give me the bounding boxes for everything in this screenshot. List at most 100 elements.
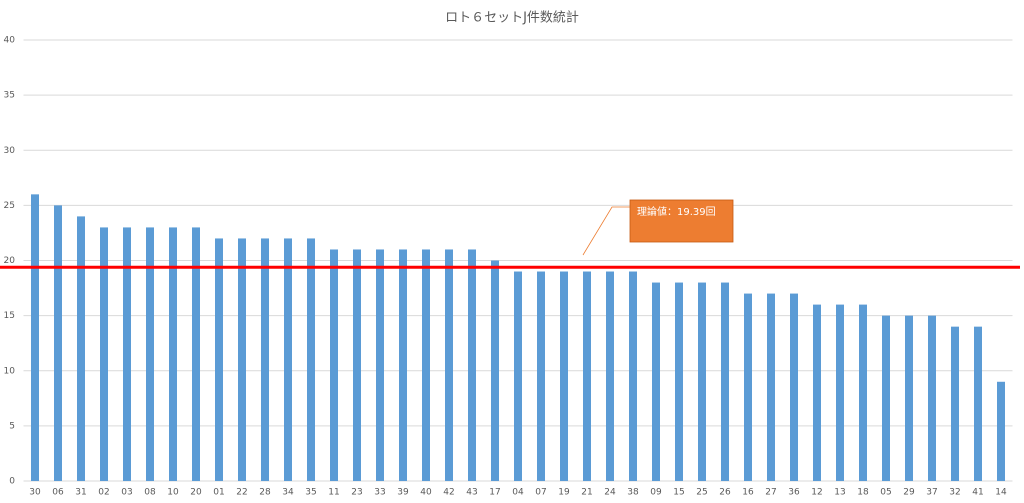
bar xyxy=(100,227,108,481)
x-tick-label: 32 xyxy=(949,488,960,498)
y-tick-label: 15 xyxy=(4,311,15,321)
x-tick-label: 25 xyxy=(696,488,707,498)
bar xyxy=(399,249,407,481)
annotation-box xyxy=(629,199,734,243)
bar xyxy=(974,326,982,481)
bar xyxy=(560,271,568,481)
x-tick-label: 29 xyxy=(903,488,915,498)
bar xyxy=(192,227,200,481)
bar xyxy=(376,249,384,481)
x-tick-label: 22 xyxy=(236,488,247,498)
bar xyxy=(813,304,821,481)
bar xyxy=(882,315,890,481)
x-tick-label: 12 xyxy=(811,488,822,498)
x-tick-label: 38 xyxy=(627,488,639,498)
x-tick-label: 16 xyxy=(742,488,754,498)
bar xyxy=(445,249,453,481)
x-tick-label: 36 xyxy=(788,488,800,498)
y-tick-label: 10 xyxy=(4,366,16,376)
x-tick-label: 10 xyxy=(167,488,179,498)
x-tick-label: 09 xyxy=(650,488,662,498)
bar xyxy=(54,205,62,481)
x-tick-label: 11 xyxy=(328,488,339,498)
bar xyxy=(790,293,798,481)
bar xyxy=(859,304,867,481)
x-tick-label: 35 xyxy=(305,488,316,498)
y-tick-label: 35 xyxy=(4,91,15,101)
x-tick-label: 33 xyxy=(374,488,385,498)
x-tick-label: 08 xyxy=(144,488,156,498)
bar xyxy=(698,282,706,481)
x-tick-label: 17 xyxy=(489,488,500,498)
bar xyxy=(422,249,430,481)
bar xyxy=(905,315,913,481)
bar xyxy=(606,271,614,481)
y-tick-label: 30 xyxy=(4,146,16,156)
x-tick-label: 23 xyxy=(351,488,362,498)
x-tick-label: 37 xyxy=(926,488,937,498)
x-tick-label: 21 xyxy=(581,488,592,498)
bar xyxy=(31,194,39,481)
x-tick-label: 15 xyxy=(673,488,684,498)
chart-title: ロト６セットJ件数統計 xyxy=(445,10,579,26)
x-tick-label: 26 xyxy=(719,488,731,498)
bar xyxy=(652,282,660,481)
x-tick-label: 24 xyxy=(604,488,616,498)
bar xyxy=(629,271,637,481)
x-tick-label: 18 xyxy=(857,488,869,498)
x-tick-label: 20 xyxy=(190,488,202,498)
x-tick-label: 19 xyxy=(558,488,570,498)
bar xyxy=(123,227,131,481)
x-tick-label: 31 xyxy=(75,488,86,498)
y-tick-label: 20 xyxy=(4,256,16,266)
bar xyxy=(583,271,591,481)
x-tick-label: 01 xyxy=(213,488,224,498)
y-tick-label: 0 xyxy=(9,477,15,487)
x-tick-label: 03 xyxy=(121,488,132,498)
bar xyxy=(307,238,315,481)
y-tick-label: 5 xyxy=(9,421,15,431)
bar xyxy=(468,249,476,481)
x-tick-label: 40 xyxy=(420,488,432,498)
bar xyxy=(997,381,1005,481)
bar xyxy=(353,249,361,481)
y-tick-label: 40 xyxy=(4,36,16,46)
x-tick-label: 04 xyxy=(512,488,524,498)
x-tick-label: 39 xyxy=(397,488,409,498)
x-tick-label: 07 xyxy=(535,488,546,498)
x-tick-label: 14 xyxy=(995,488,1007,498)
bar xyxy=(169,227,177,481)
x-tick-label: 41 xyxy=(972,488,983,498)
annotation-label: 理論値：19.39回 xyxy=(637,205,716,218)
bar xyxy=(284,238,292,481)
bar xyxy=(675,282,683,481)
bar xyxy=(928,315,936,481)
bar xyxy=(330,249,338,481)
x-tick-label: 34 xyxy=(282,488,294,498)
bar xyxy=(146,227,154,481)
bar xyxy=(767,293,775,481)
bar xyxy=(836,304,844,481)
x-tick-label: 28 xyxy=(259,488,271,498)
bar xyxy=(238,238,246,481)
y-tick-label: 25 xyxy=(4,201,15,211)
bar xyxy=(721,282,729,481)
x-tick-label: 27 xyxy=(765,488,776,498)
bar xyxy=(261,238,269,481)
bar xyxy=(951,326,959,481)
x-tick-label: 43 xyxy=(466,488,477,498)
x-tick-label: 06 xyxy=(52,488,64,498)
x-tick-label: 13 xyxy=(834,488,845,498)
bar xyxy=(744,293,752,481)
x-tick-label: 02 xyxy=(98,488,109,498)
bar xyxy=(514,271,522,481)
bar xyxy=(491,260,499,481)
bar xyxy=(537,271,545,481)
bar xyxy=(77,216,85,481)
annotation-leader xyxy=(582,206,630,256)
x-tick-label: 30 xyxy=(29,488,41,498)
bar xyxy=(215,238,223,481)
x-tick-label: 42 xyxy=(443,488,454,498)
